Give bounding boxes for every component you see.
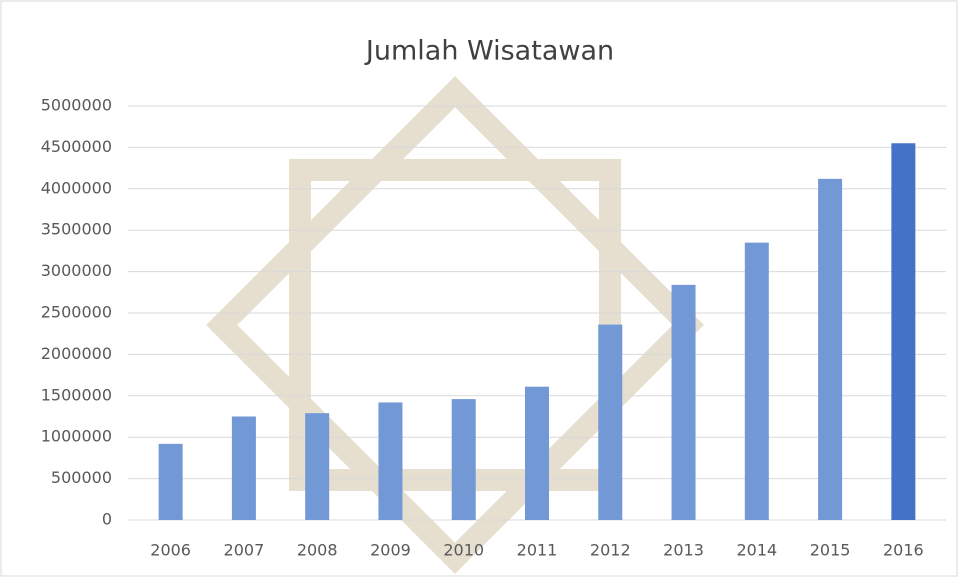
bar: [598, 325, 622, 520]
y-tick-label: 0: [102, 510, 112, 529]
bar: [378, 402, 402, 520]
x-tick-label: 2008: [297, 541, 338, 560]
chart-title: Jumlah Wisatawan: [364, 36, 614, 67]
bar: [452, 399, 476, 520]
bar: [305, 413, 329, 520]
bar: [525, 387, 549, 520]
y-tick-label: 4000000: [41, 178, 112, 197]
x-tick-label: 2013: [663, 541, 704, 560]
y-tick-label: 2000000: [41, 344, 112, 363]
bar: [891, 143, 915, 520]
bar: [159, 444, 183, 520]
bar: [232, 417, 256, 521]
y-tick-label: 1500000: [41, 385, 112, 404]
y-tick-label: 5000000: [41, 96, 112, 115]
x-tick-label: 2011: [517, 541, 558, 560]
x-tick-label: 2006: [150, 541, 191, 560]
chart: Jumlah Wisatawan 0 500000 1000000 1500000 20…: [0, 0, 958, 577]
y-tick-label: 3000000: [41, 261, 112, 280]
x-tick-label: 2015: [810, 541, 851, 560]
bar: [672, 285, 696, 520]
y-tick-label: 2500000: [41, 303, 112, 322]
x-tick-label: 2016: [883, 541, 924, 560]
bar: [745, 243, 769, 520]
page: Jumlah Wisatawan 0 500000 1000000 1500000 20…: [0, 0, 958, 577]
x-tick-label: 2009: [370, 541, 411, 560]
x-tick-label: 2014: [736, 541, 777, 560]
y-tick-label: 4500000: [41, 137, 112, 156]
y-tick-label: 3500000: [41, 220, 112, 239]
x-tick-label: 2007: [224, 541, 265, 560]
y-tick-label: 500000: [51, 468, 112, 487]
bar: [818, 179, 842, 520]
x-tick-label: 2012: [590, 541, 631, 560]
y-tick-label: 1000000: [41, 427, 112, 446]
x-tick-label: 2010: [443, 541, 484, 560]
